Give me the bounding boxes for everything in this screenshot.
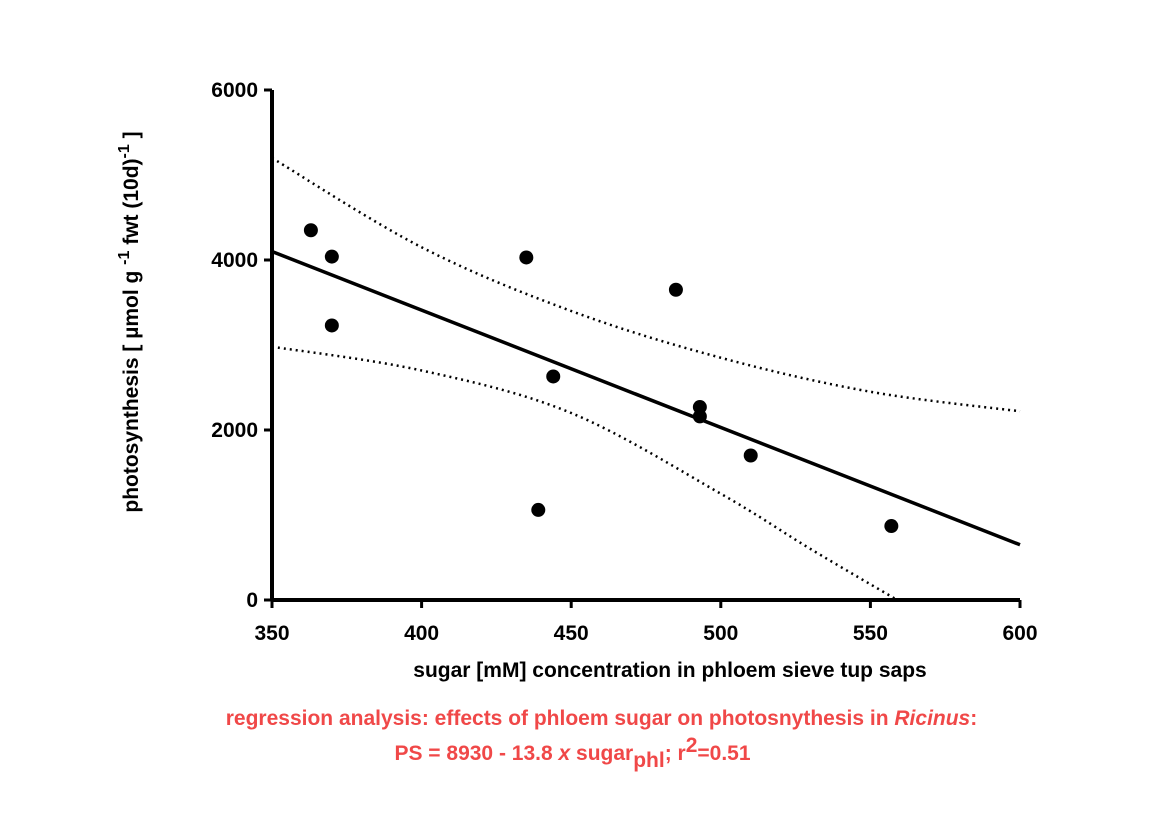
- data-point: [546, 369, 561, 384]
- caption-species: Ricinus: [894, 707, 971, 730]
- x-axis-title: sugar [mM] concentration in phloem sieve…: [413, 659, 926, 682]
- equation-part: PS = 8930 - 13.8: [394, 742, 559, 765]
- equation-superscript: 2: [685, 734, 698, 757]
- y-tick-label: 4000: [211, 249, 258, 272]
- points-layer: [303, 223, 899, 534]
- equation-part: =0.51: [697, 742, 751, 765]
- regression-line: [271, 249, 1021, 547]
- equation-times: x: [558, 742, 571, 765]
- data-point: [692, 409, 707, 424]
- lines-layer: [271, 156, 1021, 602]
- x-tick-label: 500: [703, 622, 738, 645]
- caption-line-1: regression analysis: effects of phloem s…: [17, 707, 1169, 731]
- data-point: [324, 318, 339, 333]
- data-point: [884, 519, 899, 534]
- ticks-layer: 0 2000 4000 6000 350 400 450 500 550 600: [211, 79, 1037, 645]
- confidence-band-upper: [271, 156, 1021, 413]
- data-point: [668, 282, 683, 297]
- data-point: [303, 223, 318, 238]
- x-tick-label: 550: [853, 622, 888, 645]
- y-axis-title: photosynthesis [ µmol g -1 fwt (10d)-1 ]: [116, 131, 143, 512]
- axes-layer: [270, 90, 1020, 602]
- x-tick-label: 350: [254, 622, 289, 645]
- data-point: [519, 250, 534, 265]
- equation-part: ; r: [664, 742, 686, 765]
- caption-colon: :: [970, 707, 978, 730]
- confidence-band-lower: [271, 345, 898, 602]
- equation-part: sugar: [570, 742, 634, 765]
- y-tick-label: 0: [246, 589, 258, 612]
- x-tick-label: 450: [554, 622, 589, 645]
- caption-line-2: PS = 8930 - 13.8 x sugarphl; r2=0.51: [0, 735, 1157, 771]
- y-tick-label: 6000: [211, 79, 258, 102]
- data-point: [324, 249, 339, 264]
- equation-subscript: phl: [633, 749, 665, 772]
- y-tick-label: 2000: [211, 419, 258, 442]
- data-point: [531, 502, 546, 517]
- caption-text: regression analysis: effects of phloem s…: [225, 707, 895, 730]
- x-tick-label: 600: [1002, 622, 1037, 645]
- x-tick-label: 400: [404, 622, 439, 645]
- data-point: [743, 448, 758, 463]
